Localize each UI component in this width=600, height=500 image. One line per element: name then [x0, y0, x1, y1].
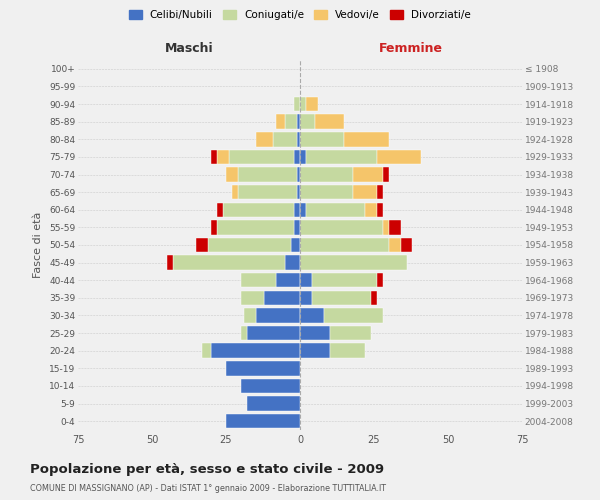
Bar: [297, 185, 300, 200]
Bar: [344, 132, 389, 146]
Bar: [300, 326, 329, 340]
Bar: [167, 256, 173, 270]
Bar: [241, 290, 265, 305]
Bar: [277, 273, 300, 287]
Bar: [238, 168, 297, 181]
Bar: [217, 202, 223, 217]
Bar: [291, 238, 300, 252]
Bar: [323, 308, 383, 322]
Bar: [300, 256, 407, 270]
Legend: Celibi/Nubili, Coniugati/e, Vedovi/e, Divorziati/e: Celibi/Nubili, Coniugati/e, Vedovi/e, Di…: [125, 6, 475, 25]
Bar: [300, 238, 389, 252]
Bar: [383, 168, 389, 181]
Bar: [285, 256, 300, 270]
Bar: [312, 273, 377, 287]
Bar: [256, 308, 300, 322]
Bar: [202, 344, 211, 358]
Bar: [211, 220, 217, 234]
Bar: [329, 344, 365, 358]
Bar: [300, 273, 312, 287]
Bar: [300, 290, 312, 305]
Bar: [297, 114, 300, 129]
Bar: [365, 202, 377, 217]
Bar: [306, 150, 377, 164]
Bar: [238, 185, 297, 200]
Bar: [196, 238, 208, 252]
Bar: [329, 326, 371, 340]
Text: Maschi: Maschi: [164, 42, 214, 54]
Bar: [300, 344, 329, 358]
Bar: [300, 114, 315, 129]
Bar: [315, 114, 344, 129]
Bar: [211, 150, 217, 164]
Bar: [353, 185, 377, 200]
Bar: [173, 256, 285, 270]
Bar: [377, 202, 383, 217]
Bar: [312, 290, 371, 305]
Y-axis label: Fasce di età: Fasce di età: [34, 212, 43, 278]
Text: Femmine: Femmine: [379, 42, 443, 54]
Bar: [232, 185, 238, 200]
Bar: [294, 220, 300, 234]
Bar: [389, 220, 401, 234]
Bar: [377, 150, 421, 164]
Bar: [377, 273, 383, 287]
Bar: [297, 132, 300, 146]
Bar: [294, 97, 300, 112]
Bar: [353, 168, 383, 181]
Bar: [277, 114, 285, 129]
Bar: [247, 326, 300, 340]
Bar: [306, 97, 318, 112]
Bar: [226, 361, 300, 376]
Bar: [297, 168, 300, 181]
Bar: [217, 220, 294, 234]
Bar: [300, 97, 306, 112]
Bar: [371, 290, 377, 305]
Bar: [294, 202, 300, 217]
Bar: [300, 185, 353, 200]
Bar: [226, 414, 300, 428]
Text: COMUNE DI MASSIGNANO (AP) - Dati ISTAT 1° gennaio 2009 - Elaborazione TUTTITALIA: COMUNE DI MASSIGNANO (AP) - Dati ISTAT 1…: [30, 484, 386, 493]
Bar: [401, 238, 412, 252]
Bar: [306, 202, 365, 217]
Bar: [241, 378, 300, 393]
Bar: [274, 132, 297, 146]
Bar: [265, 290, 300, 305]
Bar: [300, 202, 306, 217]
Bar: [285, 114, 297, 129]
Bar: [229, 150, 294, 164]
Bar: [294, 150, 300, 164]
Text: Popolazione per età, sesso e stato civile - 2009: Popolazione per età, sesso e stato civil…: [30, 462, 384, 475]
Bar: [241, 326, 247, 340]
Bar: [226, 168, 238, 181]
Bar: [300, 168, 353, 181]
Bar: [383, 220, 389, 234]
Bar: [244, 308, 256, 322]
Bar: [389, 238, 401, 252]
Bar: [208, 238, 291, 252]
Bar: [256, 132, 274, 146]
Bar: [247, 396, 300, 411]
Bar: [217, 150, 229, 164]
Bar: [300, 308, 323, 322]
Bar: [223, 202, 294, 217]
Bar: [241, 273, 277, 287]
Bar: [377, 185, 383, 200]
Bar: [211, 344, 300, 358]
Bar: [300, 150, 306, 164]
Bar: [300, 220, 383, 234]
Bar: [300, 132, 344, 146]
